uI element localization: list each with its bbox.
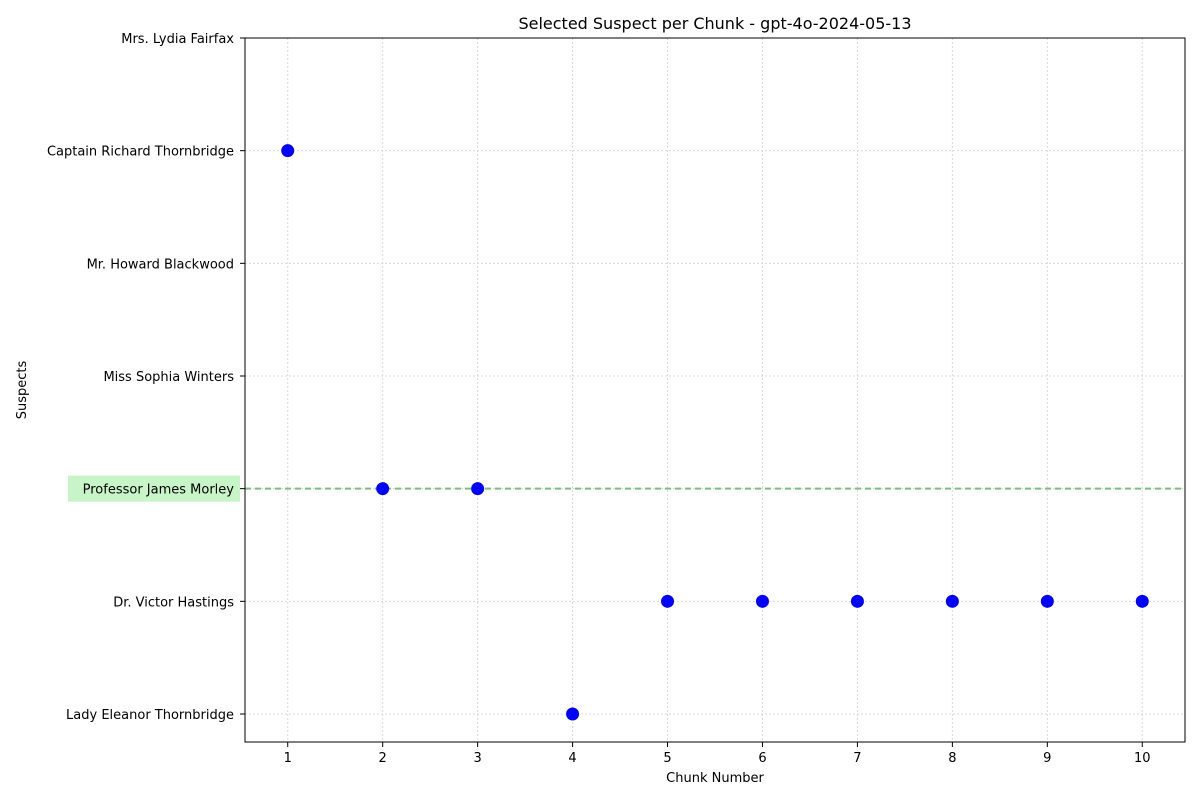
- data-point: [945, 594, 959, 608]
- x-tick-label: 5: [663, 751, 671, 766]
- x-tick-label: 9: [1043, 751, 1051, 766]
- x-tick-label: 1: [284, 751, 292, 766]
- x-tick-label: 2: [379, 751, 387, 766]
- plot-frame: [244, 37, 1186, 743]
- data-point: [1040, 594, 1054, 608]
- x-tick-label: 4: [568, 751, 576, 766]
- data-point: [376, 482, 390, 496]
- x-tick-label: 3: [473, 751, 481, 766]
- y-axis-title: Suspects: [15, 361, 30, 420]
- data-point: [566, 707, 580, 721]
- data-point: [755, 594, 769, 608]
- y-tick-label: Miss Sophia Winters: [103, 370, 234, 385]
- y-tick-label: Mrs. Lydia Fairfax: [121, 32, 234, 47]
- x-tick-label: 7: [853, 751, 861, 766]
- x-axis-title: Chunk Number: [666, 771, 764, 786]
- data-point: [661, 594, 675, 608]
- y-tick-label: Dr. Victor Hastings: [113, 595, 234, 610]
- y-axis-ticks: Lady Eleanor Thornbridge Dr. Victor Hasti…: [47, 32, 245, 723]
- x-axis-ticks: 1 2 3 4 5 6 7 8 9 10: [284, 742, 1151, 766]
- highlight-label-background: [68, 475, 240, 502]
- y-tick-label-highlighted: Professor James Morley: [83, 483, 235, 498]
- x-tick-label: 6: [758, 751, 766, 766]
- x-tick-label: 8: [948, 751, 956, 766]
- data-point: [471, 482, 485, 496]
- y-tick-label: Captain Richard Thornbridge: [47, 145, 234, 160]
- data-point: [1135, 594, 1149, 608]
- x-tick-label: 10: [1134, 751, 1151, 766]
- data-point: [281, 144, 295, 158]
- data-point: [850, 594, 864, 608]
- points-layer: [281, 144, 1149, 721]
- y-tick-label: Lady Eleanor Thornbridge: [66, 708, 234, 723]
- chart-title: Selected Suspect per Chunk - gpt-4o-2024…: [518, 14, 911, 33]
- y-tick-label: Mr. Howard Blackwood: [87, 257, 234, 272]
